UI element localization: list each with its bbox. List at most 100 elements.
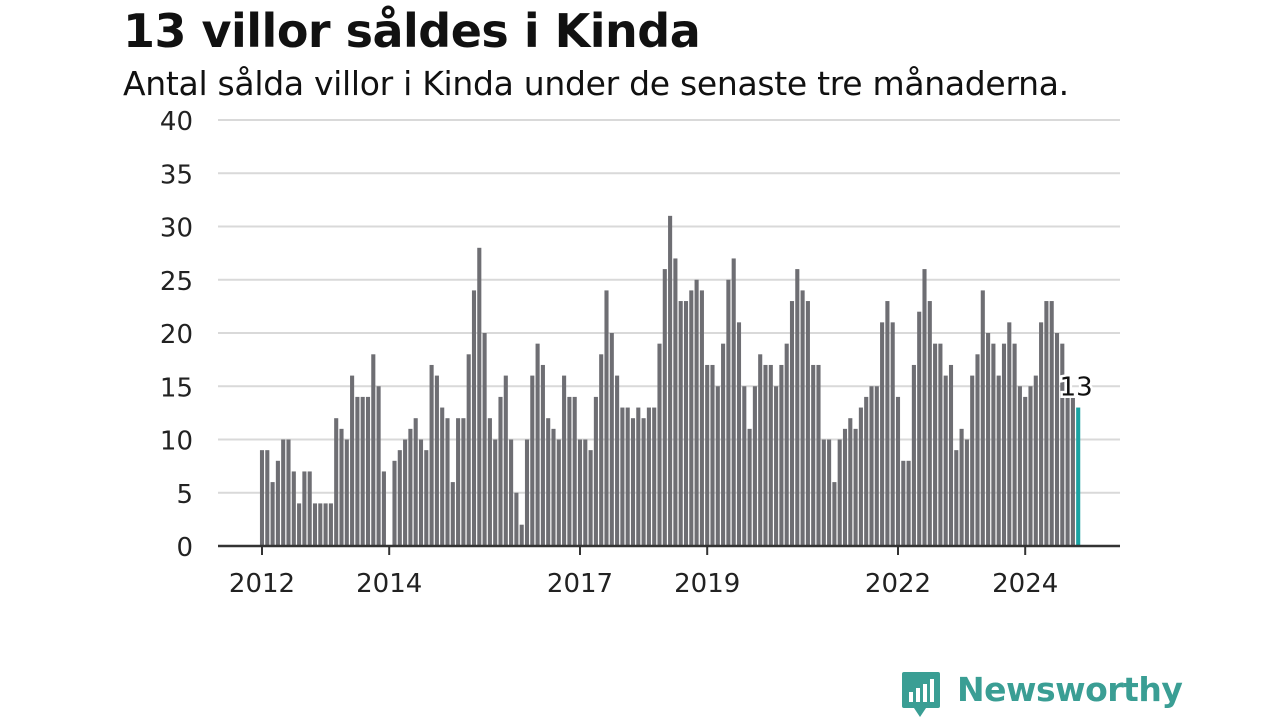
x-tick-label: 2019 (674, 569, 740, 599)
bar (848, 418, 853, 546)
bar (805, 301, 810, 546)
bar (350, 375, 355, 546)
bar (434, 375, 439, 546)
bar (371, 354, 376, 546)
bar (636, 407, 641, 546)
bar (726, 279, 731, 546)
bar (943, 375, 948, 546)
bar (678, 301, 683, 546)
y-tick-label: 20 (160, 320, 193, 350)
bar (509, 439, 514, 546)
bar (816, 364, 821, 546)
bar (450, 482, 455, 546)
y-tick-label: 0 (176, 533, 193, 563)
bar (800, 290, 805, 546)
newsworthy-logo[interactable]: Newsworthy (900, 670, 1183, 720)
bar (551, 428, 556, 546)
chart-title: 13 villor såldes i Kinda (123, 4, 701, 58)
bar (281, 439, 286, 546)
y-tick-label: 25 (160, 267, 193, 297)
bar (291, 471, 296, 546)
bar (493, 439, 498, 546)
bar (1049, 301, 1054, 546)
bar (646, 407, 651, 546)
bar (742, 386, 747, 546)
bar (895, 396, 901, 546)
chart-subtitle: Antal sålda villor i Kinda under de sena… (123, 64, 1069, 103)
bar (721, 343, 726, 546)
bar (779, 364, 784, 546)
bar (964, 439, 969, 546)
bar (440, 407, 445, 546)
bar (901, 460, 906, 546)
bar (917, 311, 922, 546)
bar (535, 343, 540, 546)
bar (1012, 343, 1017, 546)
bar (1007, 322, 1012, 546)
bar (297, 503, 302, 546)
bar (959, 428, 964, 546)
bar (312, 503, 318, 546)
bar (339, 428, 344, 546)
bar (689, 290, 694, 546)
bar (376, 386, 381, 546)
bar (365, 396, 371, 546)
x-tick-label: 2014 (356, 569, 422, 599)
bar (630, 418, 636, 546)
y-tick-label: 10 (160, 427, 193, 457)
bar (514, 492, 519, 546)
bar (381, 471, 386, 546)
bar (699, 290, 704, 546)
bar (328, 503, 333, 546)
bar (991, 343, 996, 546)
bar (403, 439, 408, 546)
bar (392, 460, 397, 546)
bar (477, 247, 482, 547)
bar (1023, 396, 1028, 546)
bar (323, 503, 328, 546)
bar (938, 343, 943, 546)
bar (1028, 386, 1033, 546)
bar (583, 439, 588, 546)
bar (1065, 386, 1070, 546)
y-tick-label: 15 (160, 373, 193, 403)
bar (1017, 386, 1022, 546)
bar (318, 503, 323, 546)
bar (774, 386, 779, 546)
bar (641, 418, 646, 546)
bar (768, 364, 773, 546)
bar (980, 290, 985, 546)
bar (694, 279, 699, 546)
bar (498, 396, 503, 546)
bar (360, 396, 365, 546)
bar (715, 386, 720, 546)
bar (821, 439, 826, 546)
bar (471, 290, 477, 546)
bar (546, 418, 551, 546)
bar (811, 364, 816, 546)
bar (954, 450, 959, 546)
bar (864, 396, 869, 546)
bar (784, 343, 789, 546)
brand-name: Newsworthy (957, 670, 1183, 709)
bar (869, 386, 874, 546)
bar (911, 364, 916, 546)
bar (572, 396, 577, 546)
bar (880, 322, 885, 546)
y-tick-label: 5 (176, 480, 193, 510)
bar (652, 407, 657, 546)
bar (487, 418, 492, 546)
y-tick-label: 35 (160, 160, 193, 190)
bar (334, 418, 339, 546)
y-tick-label: 30 (160, 214, 193, 244)
bar (996, 375, 1001, 546)
bar (524, 439, 530, 546)
bar (1076, 407, 1081, 546)
bar (731, 258, 736, 546)
bar (461, 418, 466, 546)
bar (668, 215, 673, 546)
bar (683, 301, 689, 546)
bar (259, 450, 265, 546)
bar (1044, 301, 1049, 546)
bar (615, 375, 620, 546)
